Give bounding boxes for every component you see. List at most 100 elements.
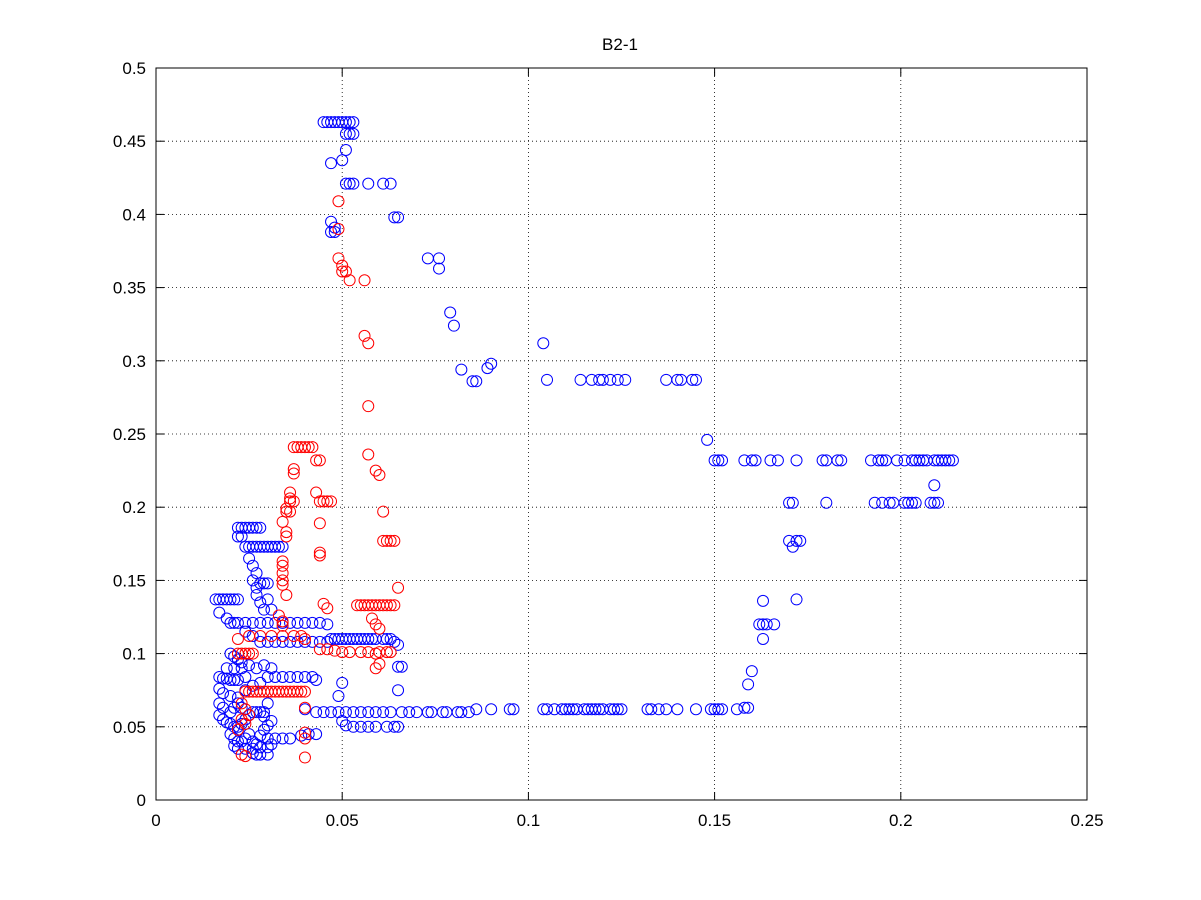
data-point [243, 647, 256, 660]
data-point [760, 618, 773, 631]
data-point [228, 739, 241, 752]
data-point [246, 630, 259, 643]
data-point [392, 638, 405, 651]
data-point [615, 703, 628, 716]
data-point [310, 454, 323, 467]
data-point [790, 593, 803, 606]
data-point [325, 495, 338, 508]
data-point [321, 635, 334, 648]
data-point [261, 616, 274, 629]
data-point [276, 671, 289, 684]
data-point [269, 732, 282, 745]
data-point [369, 464, 382, 477]
data-point [541, 373, 554, 386]
data-point [596, 373, 609, 386]
data-point [265, 714, 278, 727]
data-point [831, 454, 844, 467]
data-point [298, 732, 311, 745]
data-point [235, 697, 248, 710]
data-point [902, 496, 915, 509]
data-point [332, 690, 345, 703]
data-point [280, 502, 293, 515]
data-point [786, 540, 799, 553]
data-point [347, 116, 360, 129]
data-point [336, 714, 349, 727]
data-point [284, 486, 297, 499]
data-point [317, 706, 330, 719]
data-point [470, 375, 483, 388]
data-point [932, 496, 945, 509]
data-point [358, 274, 371, 287]
data-point [239, 742, 252, 755]
data-point [336, 259, 349, 272]
data-point [284, 616, 297, 629]
data-point [228, 673, 241, 686]
data-point [243, 709, 256, 722]
data-point [287, 630, 300, 643]
data-point [377, 505, 390, 518]
data-point [671, 703, 684, 716]
data-point [388, 635, 401, 648]
data-point [239, 750, 252, 763]
data-point [213, 606, 226, 619]
data-point [689, 373, 702, 386]
data-point [276, 619, 289, 632]
data-point [254, 741, 267, 754]
data-point [343, 116, 356, 129]
data-point [328, 644, 341, 657]
data-point [336, 265, 349, 278]
data-point [462, 706, 475, 719]
data-point [298, 701, 311, 714]
data-point [224, 706, 237, 719]
data-point [946, 454, 959, 467]
data-point [257, 577, 270, 590]
data-point [339, 265, 352, 278]
data-point [284, 492, 297, 505]
data-point [231, 632, 244, 645]
data-point [276, 615, 289, 628]
data-point [481, 362, 494, 375]
data-point [291, 616, 304, 629]
chart-title: B2-1 [602, 35, 638, 54]
data-point [272, 609, 285, 622]
data-point [392, 720, 405, 733]
data-point [757, 632, 770, 645]
data-point [321, 618, 334, 631]
data-point [328, 225, 341, 238]
data-point [269, 671, 282, 684]
data-point [276, 515, 289, 528]
data-point [686, 373, 699, 386]
data-point [388, 534, 401, 547]
data-point [231, 697, 244, 710]
data-point [332, 195, 345, 208]
data-point [835, 454, 848, 467]
data-point [250, 567, 263, 580]
data-point [868, 496, 881, 509]
data-point [213, 709, 226, 722]
data-point [373, 657, 386, 670]
data-point [261, 741, 274, 754]
data-point [280, 505, 293, 518]
y-tick-label: 0.2 [122, 498, 146, 517]
data-point [354, 706, 367, 719]
data-point [485, 357, 498, 370]
data-point [645, 703, 658, 716]
data-point [261, 732, 274, 745]
data-point [388, 720, 401, 733]
y-tick-label: 0.4 [122, 205, 146, 224]
data-point [228, 662, 241, 675]
data-point [231, 653, 244, 666]
x-tick-label: 0 [151, 811, 160, 830]
y-tick-label: 0.15 [113, 571, 146, 590]
data-point [224, 690, 237, 703]
data-point [730, 703, 743, 716]
data-point [332, 706, 345, 719]
data-point [753, 618, 766, 631]
data-point [395, 660, 408, 673]
data-point [228, 650, 241, 663]
data-point [254, 521, 267, 534]
data-point [790, 454, 803, 467]
data-point [816, 454, 829, 467]
data-point [287, 463, 300, 476]
data-point [377, 706, 390, 719]
